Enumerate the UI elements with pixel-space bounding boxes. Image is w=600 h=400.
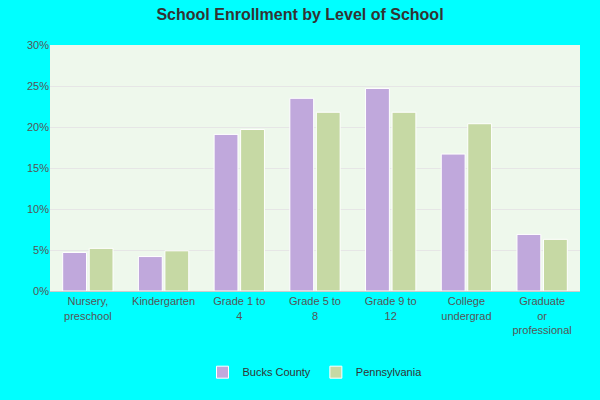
svg-text:5%: 5%	[33, 244, 49, 256]
svg-text:Kindergarten: Kindergarten	[132, 295, 195, 307]
svg-text:School Enrollment by Level of: School Enrollment by Level of School	[156, 6, 443, 23]
svg-text:Bucks County: Bucks County	[243, 366, 311, 378]
svg-text:Graduateorprofessional: Graduateorprofessional	[512, 295, 571, 336]
svg-text:Grade 5 to8: Grade 5 to8	[289, 295, 341, 321]
svg-text:15%: 15%	[27, 162, 49, 174]
svg-text:Grade 9 to12: Grade 9 to12	[365, 295, 417, 321]
svg-text:Grade 1 to4: Grade 1 to4	[213, 295, 265, 321]
svg-text:10%: 10%	[27, 203, 49, 215]
svg-text:Collegeundergrad: Collegeundergrad	[441, 295, 491, 321]
svg-text:20%: 20%	[27, 121, 49, 133]
svg-text:25%: 25%	[27, 80, 49, 92]
svg-text:30%: 30%	[27, 39, 49, 51]
svg-text:Pennsylvania: Pennsylvania	[356, 366, 422, 378]
svg-text:0%: 0%	[33, 285, 49, 297]
svg-text:Nursery,preschool: Nursery,preschool	[64, 295, 112, 321]
